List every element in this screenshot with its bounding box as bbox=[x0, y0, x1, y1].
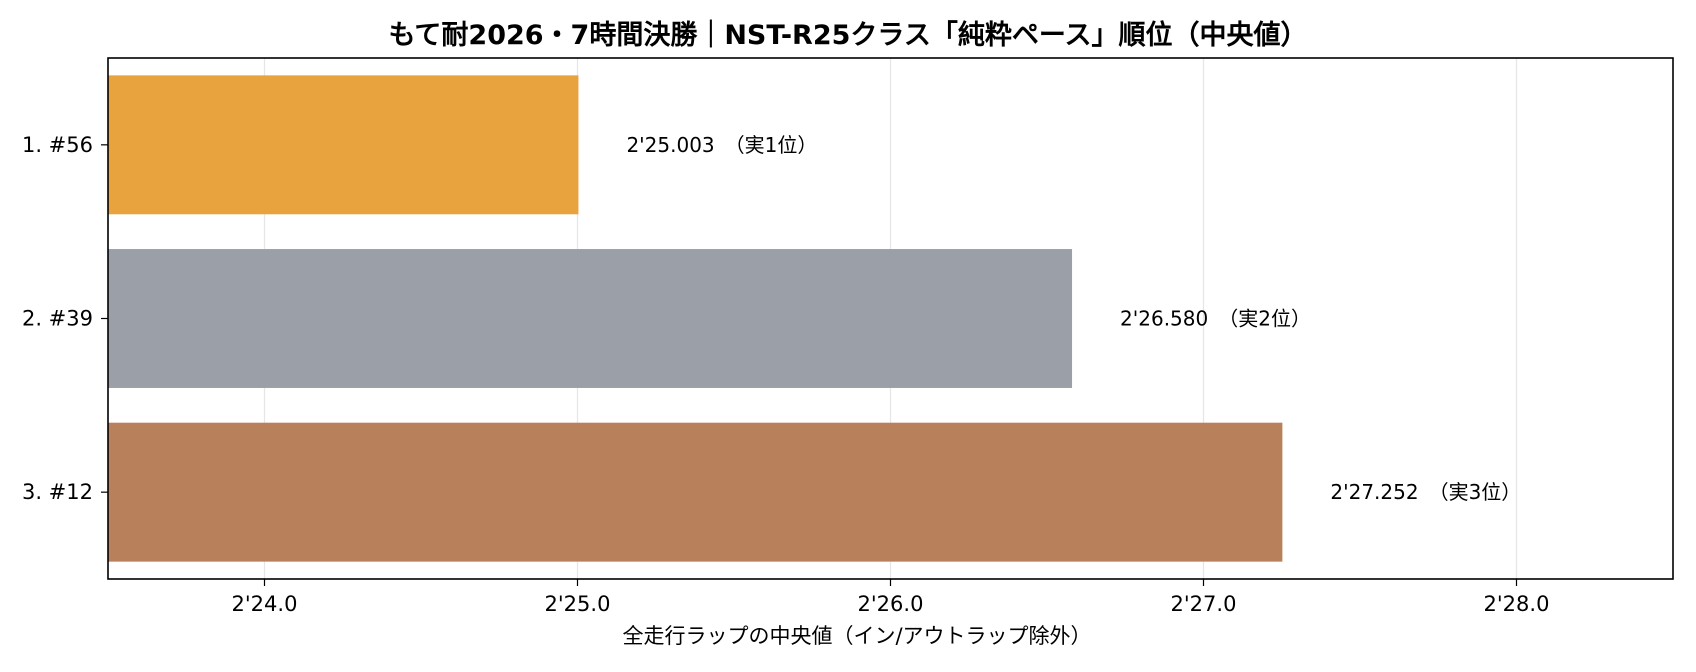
bars bbox=[108, 75, 1283, 562]
bar-value-label: 2'26.580 （実2位） bbox=[1120, 307, 1311, 331]
x-tick-label: 2'27.0 bbox=[1171, 592, 1237, 616]
x-tick-label: 2'24.0 bbox=[232, 592, 298, 616]
x-tick-label: 2'28.0 bbox=[1484, 592, 1550, 616]
bar bbox=[108, 75, 579, 215]
bar-value-label: 2'25.003 （実1位） bbox=[626, 133, 817, 157]
bar bbox=[108, 249, 1073, 388]
y-axis: 1. #56 2. #39 3. #12 bbox=[22, 133, 108, 504]
x-tick-label: 2'25.0 bbox=[545, 592, 611, 616]
y-tick-label: 3. #12 bbox=[22, 480, 93, 504]
chart-title: もて耐2026・7時間決勝｜NST-R25クラス「純粋ペース」順位（中央値） bbox=[388, 19, 1307, 51]
y-tick-label: 1. #56 bbox=[22, 133, 93, 157]
x-axis: 2'24.0 2'25.0 2'26.0 2'27.0 2'28.0 bbox=[232, 579, 1550, 616]
y-tick-label: 2. #39 bbox=[22, 307, 93, 331]
bar-value-label: 2'27.252 （実3位） bbox=[1330, 480, 1521, 504]
x-axis-label: 全走行ラップの中央値（イン/アウトラップ除外） bbox=[622, 624, 1091, 648]
plot-frame bbox=[107, 57, 1674, 580]
data-labels: 2'25.003 （実1位） 2'26.580 （実2位） 2'27.252 （実3… bbox=[626, 133, 1521, 504]
x-tick-label: 2'26.0 bbox=[858, 592, 924, 616]
bar bbox=[108, 422, 1283, 562]
